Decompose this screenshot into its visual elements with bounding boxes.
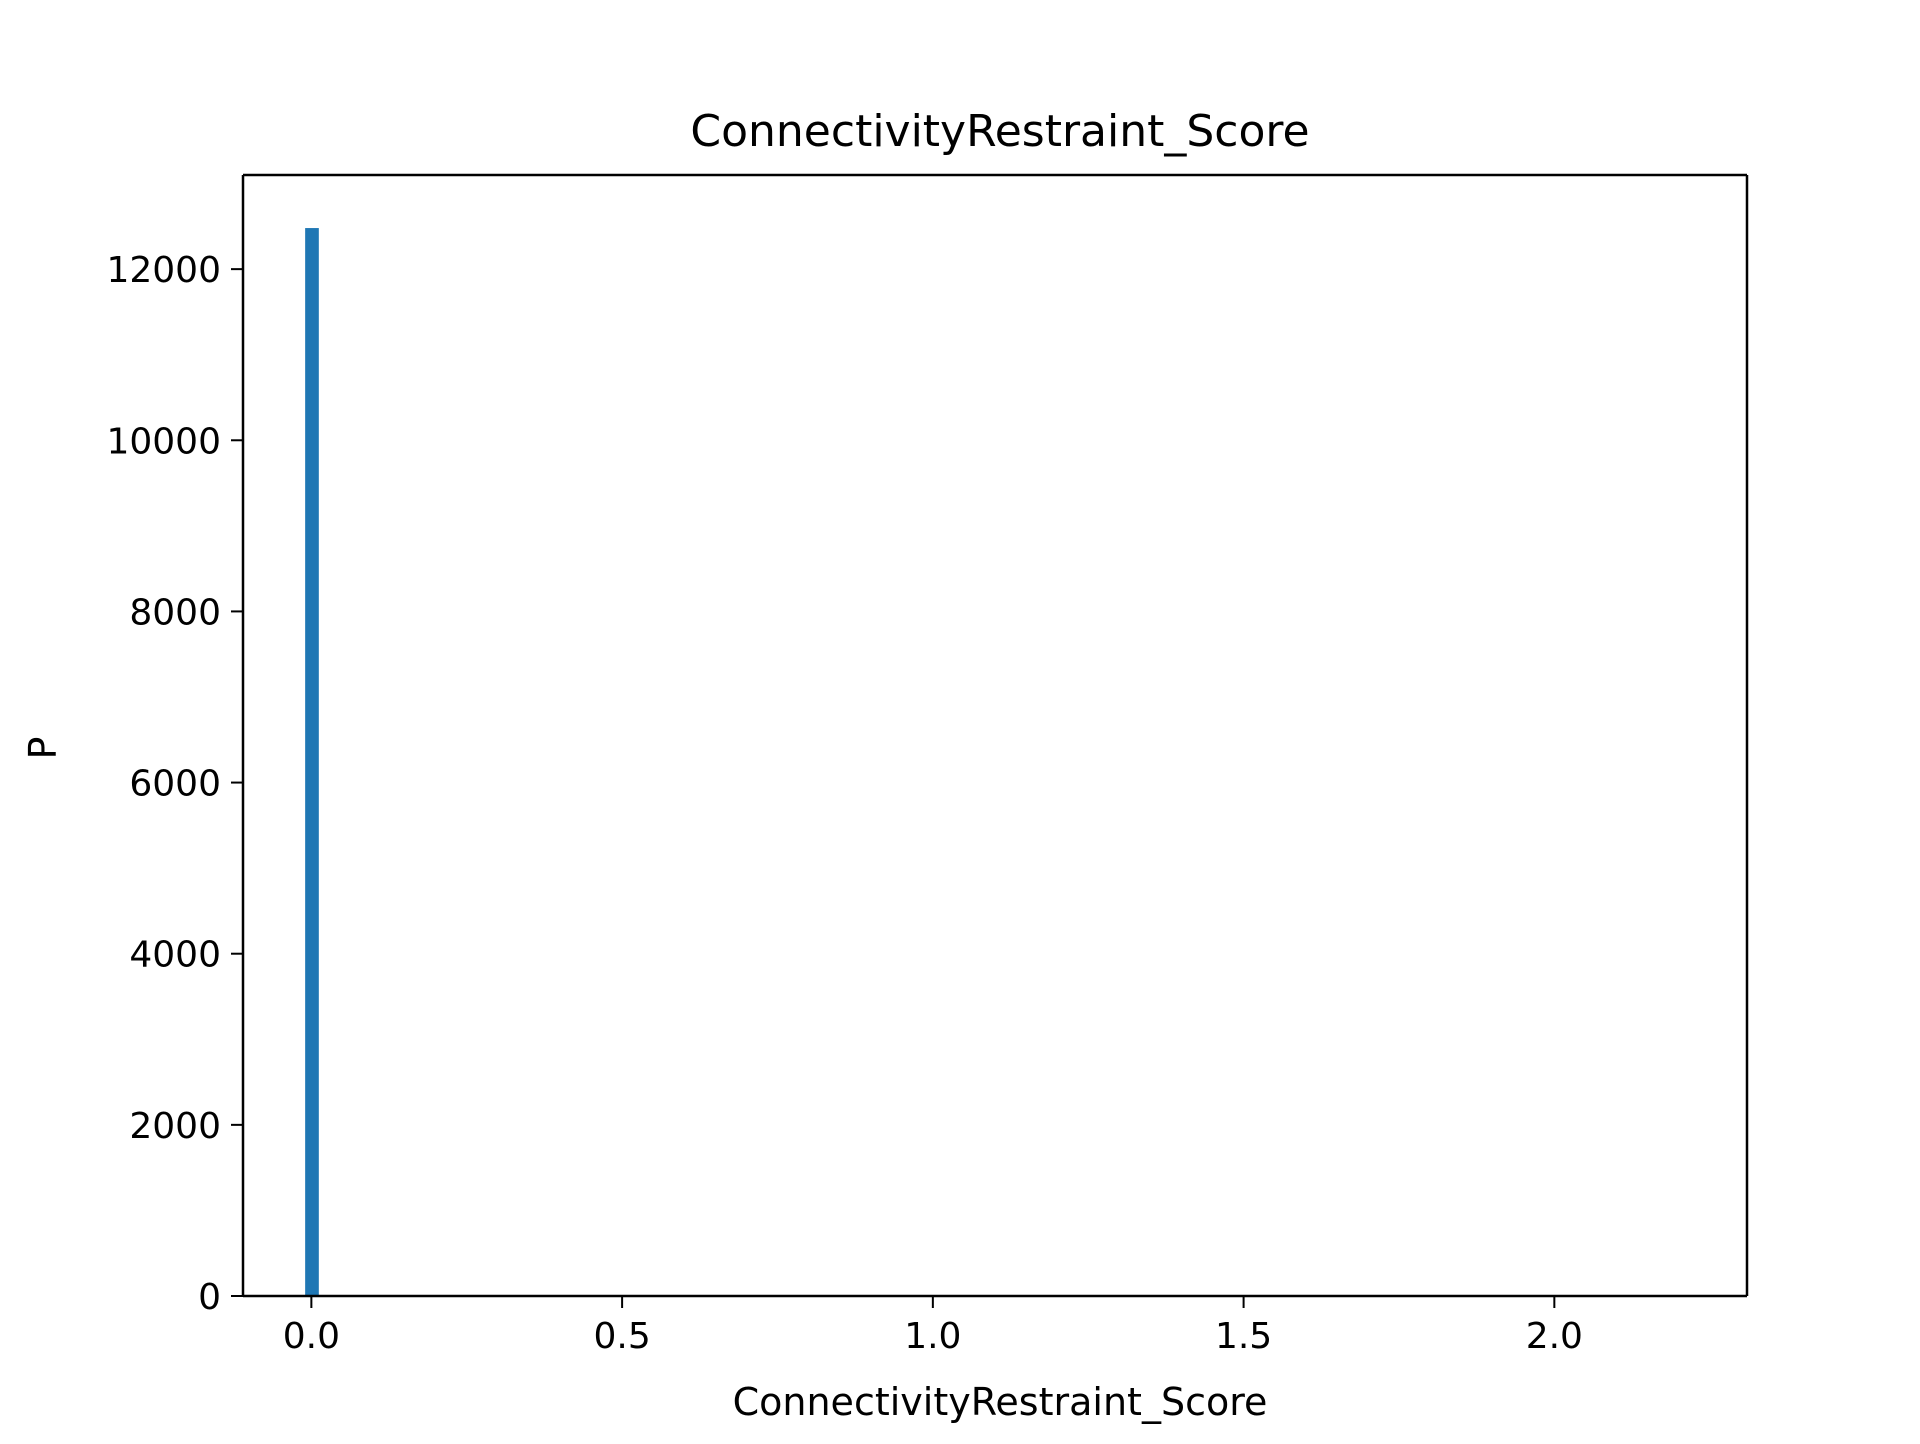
plot-background [243, 175, 1747, 1296]
y-tick-label: 10000 [106, 421, 221, 462]
x-tick-label: 1.0 [904, 1316, 961, 1357]
y-tick-label: 12000 [106, 250, 221, 291]
chart-title: ConnectivityRestraint_Score [690, 106, 1309, 157]
histogram-bar [305, 228, 319, 1297]
axes-group [241, 173, 1749, 1298]
bars-group [305, 228, 319, 1297]
y-tick-label: 2000 [129, 1106, 221, 1147]
x-tick-label: 0.5 [593, 1316, 650, 1357]
y-axis-label: P [21, 737, 65, 760]
x-axis-label: ConnectivityRestraint_Score [733, 1380, 1268, 1424]
y-tick-label: 8000 [129, 592, 221, 633]
ticks-group: 0.0 0.5 1.0 1.5 2.0 0 2000 4000 6000 8000 10000 120… [106, 250, 1583, 1357]
plot-area [243, 175, 1747, 1296]
x-tick-label: 1.5 [1215, 1316, 1272, 1357]
y-tick-label: 6000 [129, 764, 221, 805]
y-tick-label: 0 [198, 1277, 221, 1318]
y-tick-label: 4000 [129, 935, 221, 976]
x-tick-label: 0.0 [283, 1316, 340, 1357]
x-tick-label: 2.0 [1526, 1316, 1583, 1357]
